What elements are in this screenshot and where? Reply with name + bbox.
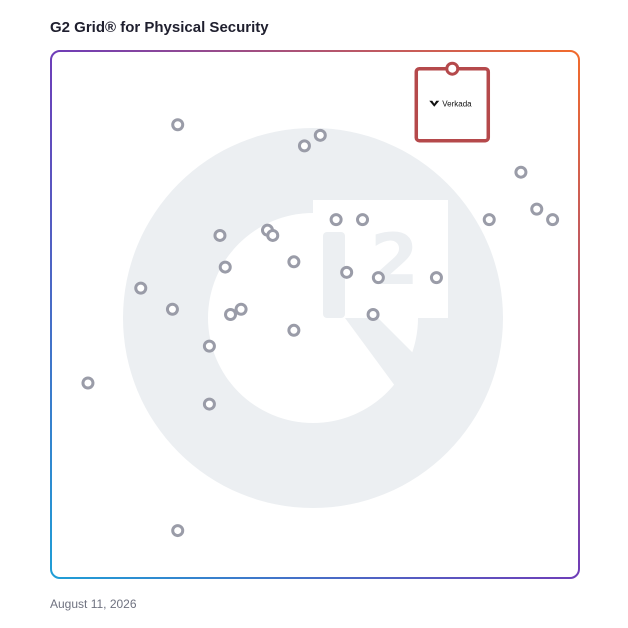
grid-chart: 2 Verkada xyxy=(50,50,580,579)
product-point-5[interactable] xyxy=(530,202,544,216)
g2-watermark-logo: 2 xyxy=(123,128,503,508)
product-point-12[interactable] xyxy=(266,228,280,242)
chart-title: G2 Grid® for Physical Security xyxy=(50,19,269,36)
report-date: August 11, 2026 xyxy=(50,597,137,611)
product-point-16[interactable] xyxy=(371,271,385,285)
product-point-18[interactable] xyxy=(134,281,148,295)
verkada-logo-icon xyxy=(429,100,440,107)
product-point-10[interactable] xyxy=(213,228,227,242)
product-point-22[interactable] xyxy=(366,308,380,321)
featured-product-label: Verkada xyxy=(442,100,472,109)
product-point-1[interactable] xyxy=(171,118,185,132)
product-point-23[interactable] xyxy=(287,323,301,337)
product-point-3[interactable] xyxy=(297,139,311,153)
product-point-24[interactable] xyxy=(202,339,216,353)
product-point-20[interactable] xyxy=(234,302,248,316)
product-point-27[interactable] xyxy=(171,524,185,538)
product-point-25[interactable] xyxy=(81,376,95,390)
product-point-14[interactable] xyxy=(218,260,232,274)
featured-product-point[interactable] xyxy=(445,61,460,76)
product-point-7[interactable] xyxy=(482,213,496,227)
product-point-4[interactable] xyxy=(514,165,528,179)
product-point-6[interactable] xyxy=(546,213,560,227)
product-point-2[interactable] xyxy=(313,128,327,142)
product-point-13[interactable] xyxy=(287,255,301,269)
product-point-15[interactable] xyxy=(340,265,354,279)
product-point-17[interactable] xyxy=(429,271,443,285)
product-point-26[interactable] xyxy=(202,397,216,411)
featured-product-card[interactable]: Verkada xyxy=(414,61,491,143)
product-point-19[interactable] xyxy=(165,302,179,316)
product-point-21[interactable] xyxy=(224,308,238,321)
product-point-9[interactable] xyxy=(356,213,370,227)
svg-text:2: 2 xyxy=(370,219,419,301)
product-point-8[interactable] xyxy=(329,213,343,227)
